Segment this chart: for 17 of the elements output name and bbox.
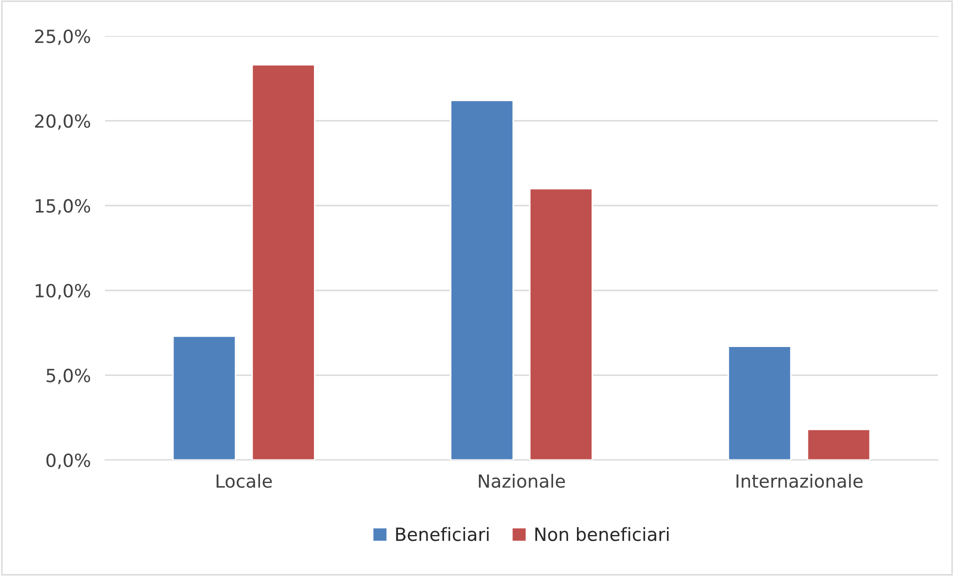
- legend-label: Beneficiari: [396, 527, 489, 542]
- legend-label: Non beneficiari: [535, 527, 669, 542]
- y-tick-label: 15,0%: [36, 199, 90, 215]
- bar: [172, 335, 236, 460]
- bar: [450, 100, 514, 460]
- y-tick-label: 25,0%: [35, 29, 90, 45]
- y-tick-label: 10,0%: [36, 284, 90, 300]
- y-tick-label: 0,0%: [46, 453, 90, 469]
- x-tick-label: Locale: [216, 474, 272, 488]
- x-tick-label: Internazionale: [736, 474, 863, 488]
- y-tick-label: 20,0%: [35, 114, 90, 130]
- bar: [529, 188, 593, 460]
- bar: [728, 346, 792, 460]
- bar: [806, 428, 871, 460]
- bar: [251, 64, 316, 460]
- y-tick-label: 5,0%: [46, 368, 90, 384]
- x-tick-label: Nazionale: [478, 474, 565, 488]
